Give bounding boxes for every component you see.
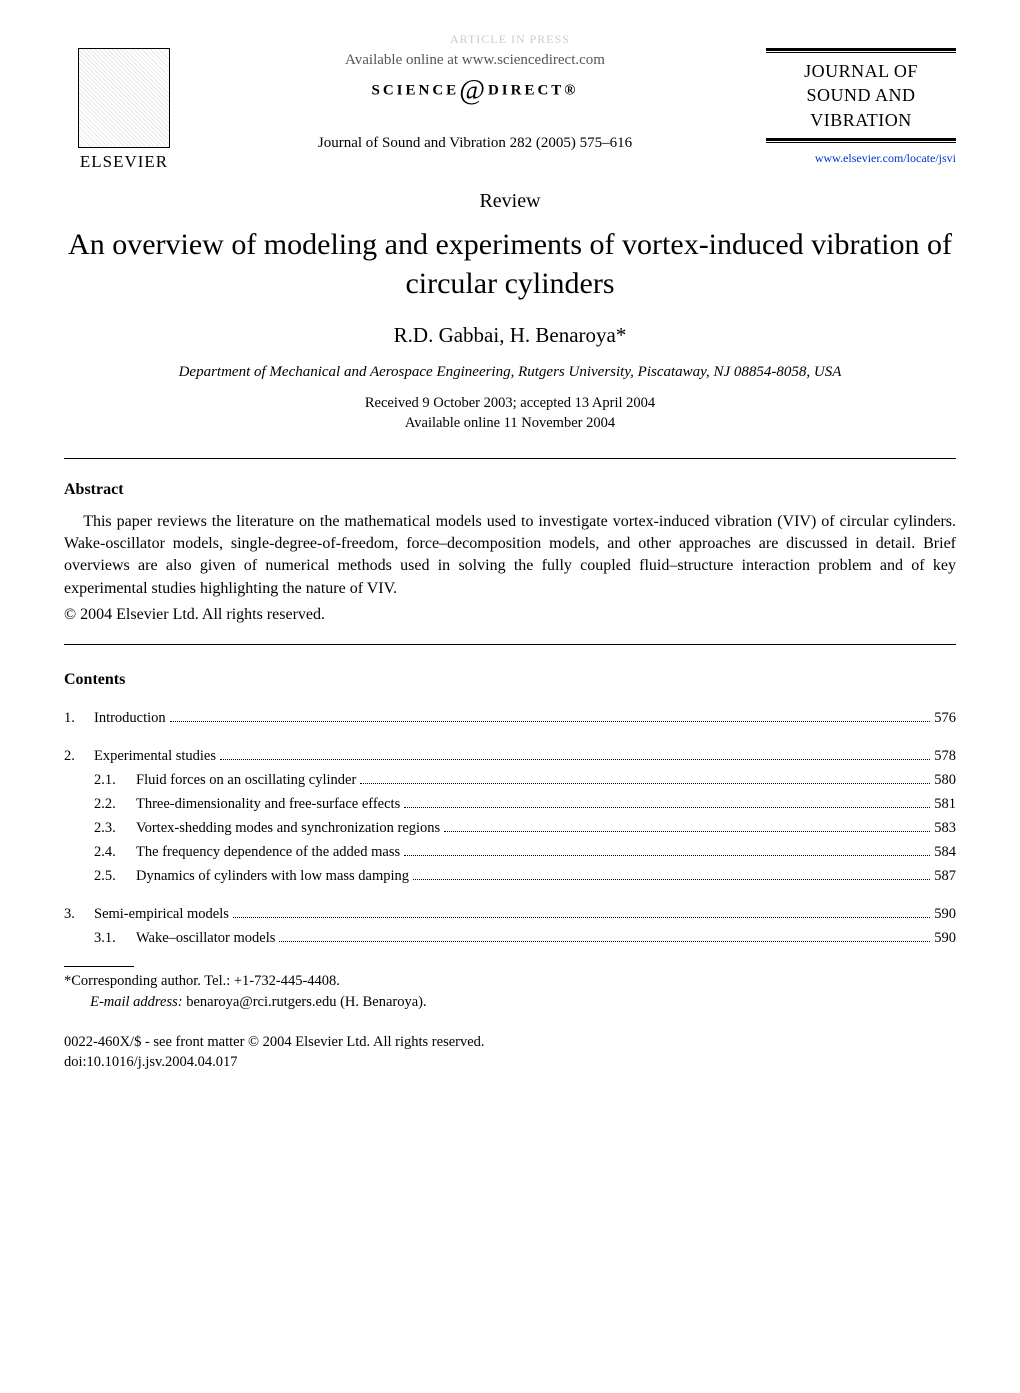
toc-row: 2.5.Dynamics of cylinders with low mass … <box>64 865 956 889</box>
toc-subnumber: 2.3. <box>94 817 136 841</box>
toc-label: Wake–oscillator models <box>136 927 275 951</box>
toc-label: Semi-empirical models <box>94 903 229 927</box>
abstract-heading: Abstract <box>64 481 956 499</box>
footnote-rule <box>64 966 134 967</box>
header-right: JOURNAL OF SOUND AND VIBRATION www.elsev… <box>766 48 956 166</box>
publisher-name: ELSEVIER <box>80 152 168 172</box>
toc-dots <box>404 855 930 856</box>
toc-dots <box>413 879 930 880</box>
toc-page: 584 <box>934 841 956 865</box>
toc-row: 2.2.Three-dimensionality and free-surfac… <box>64 793 956 817</box>
toc-number: 3. <box>64 903 94 927</box>
elsevier-tree-logo <box>78 48 170 148</box>
toc-row: 3.Semi-empirical models 590 <box>64 903 956 927</box>
toc-row: 2.4.The frequency dependence of the adde… <box>64 841 956 865</box>
toc-subnumber: 2.4. <box>94 841 136 865</box>
journal-rule-top <box>766 48 956 53</box>
journal-name-line3: VIBRATION <box>766 108 956 132</box>
science-direct-logo: SCIENCE@DIRECT® <box>184 75 766 107</box>
front-matter-line: 0022-460X/$ - see front matter © 2004 El… <box>64 1032 956 1052</box>
online-date: Available online 11 November 2004 <box>64 413 956 433</box>
article-authors: R.D. Gabbai, H. Benaroya* <box>64 323 956 348</box>
toc-subnumber: 2.1. <box>94 769 136 793</box>
toc-dots <box>220 759 930 760</box>
toc-page: 580 <box>934 769 956 793</box>
toc-dots <box>170 721 931 722</box>
toc-page: 587 <box>934 865 956 889</box>
toc-row: 2.3.Vortex-shedding modes and synchroniz… <box>64 817 956 841</box>
email-line: E-mail address: benaroya@rci.rutgers.edu… <box>64 992 956 1012</box>
toc-label: Three-dimensionality and free-surface ef… <box>136 793 400 817</box>
contents-heading: Contents <box>64 671 956 689</box>
review-label: Review <box>64 190 956 213</box>
toc-page: 578 <box>934 745 956 769</box>
toc-label: Vortex-shedding modes and synchronizatio… <box>136 817 440 841</box>
toc-label: Introduction <box>94 707 166 731</box>
email-label: E-mail address: <box>90 994 183 1010</box>
toc-dots <box>360 783 930 784</box>
abstract-rule-top <box>64 458 956 459</box>
toc-subnumber: 2.2. <box>94 793 136 817</box>
science-direct-suffix: DIRECT® <box>488 82 579 98</box>
toc-dots <box>279 941 930 942</box>
available-online-text: Available online at www.sciencedirect.co… <box>184 52 766 69</box>
abstract-rule-bottom <box>64 644 956 645</box>
journal-rule-bottom <box>766 138 956 143</box>
toc-page: 590 <box>934 903 956 927</box>
toc-page: 581 <box>934 793 956 817</box>
science-direct-prefix: SCIENCE <box>371 82 459 98</box>
journal-reference: Journal of Sound and Vibration 282 (2005… <box>184 135 766 152</box>
toc-label: Dynamics of cylinders with low mass damp… <box>136 865 409 889</box>
watermark-text: ARTICLE IN PRESS <box>450 32 570 47</box>
journal-name-line1: JOURNAL OF <box>766 59 956 83</box>
toc-row: 2.1.Fluid forces on an oscillating cylin… <box>64 769 956 793</box>
doi-line: doi:10.1016/j.jsv.2004.04.017 <box>64 1052 956 1072</box>
at-symbol-icon: @ <box>459 75 488 106</box>
toc-subnumber: 2.5. <box>94 865 136 889</box>
toc-number: 1. <box>64 707 94 731</box>
toc-dots <box>404 807 930 808</box>
article-affiliation: Department of Mechanical and Aerospace E… <box>64 364 956 381</box>
toc-row: 3.1.Wake–oscillator models 590 <box>64 927 956 951</box>
article-title: An overview of modeling and experiments … <box>64 225 956 303</box>
page-header: ELSEVIER Available online at www.science… <box>64 48 956 172</box>
toc-row: 1.Introduction 576 <box>64 707 956 731</box>
header-center: Available online at www.sciencedirect.co… <box>184 48 766 152</box>
email-value: benaroya@rci.rutgers.edu (H. Benaroya). <box>186 994 426 1010</box>
toc-row: 2.Experimental studies 578 <box>64 745 956 769</box>
toc-page: 576 <box>934 707 956 731</box>
journal-url[interactable]: www.elsevier.com/locate/jsvi <box>766 151 956 166</box>
toc-dots <box>444 831 930 832</box>
toc-subnumber: 3.1. <box>94 927 136 951</box>
toc-dots <box>233 917 930 918</box>
received-date: Received 9 October 2003; accepted 13 Apr… <box>64 393 956 413</box>
toc-label: The frequency dependence of the added ma… <box>136 841 400 865</box>
journal-name: JOURNAL OF SOUND AND VIBRATION <box>766 59 956 132</box>
table-of-contents: 1.Introduction 576 2.Experimental studies 5… <box>64 707 956 950</box>
article-dates: Received 9 October 2003; accepted 13 Apr… <box>64 393 956 434</box>
footnote: *Corresponding author. Tel.: +1-732-445-… <box>64 971 956 1012</box>
toc-label: Experimental studies <box>94 745 216 769</box>
toc-page: 583 <box>934 817 956 841</box>
toc-number: 2. <box>64 745 94 769</box>
abstract-body: This paper reviews the literature on the… <box>64 511 956 601</box>
publisher-logo-block: ELSEVIER <box>64 48 184 172</box>
toc-page: 590 <box>934 927 956 951</box>
journal-name-line2: SOUND AND <box>766 83 956 107</box>
page-footer: 0022-460X/$ - see front matter © 2004 El… <box>64 1032 956 1073</box>
toc-label: Fluid forces on an oscillating cylinder <box>136 769 356 793</box>
copyright-line: © 2004 Elsevier Ltd. All rights reserved… <box>64 606 956 624</box>
corresponding-author: *Corresponding author. Tel.: +1-732-445-… <box>64 971 956 991</box>
